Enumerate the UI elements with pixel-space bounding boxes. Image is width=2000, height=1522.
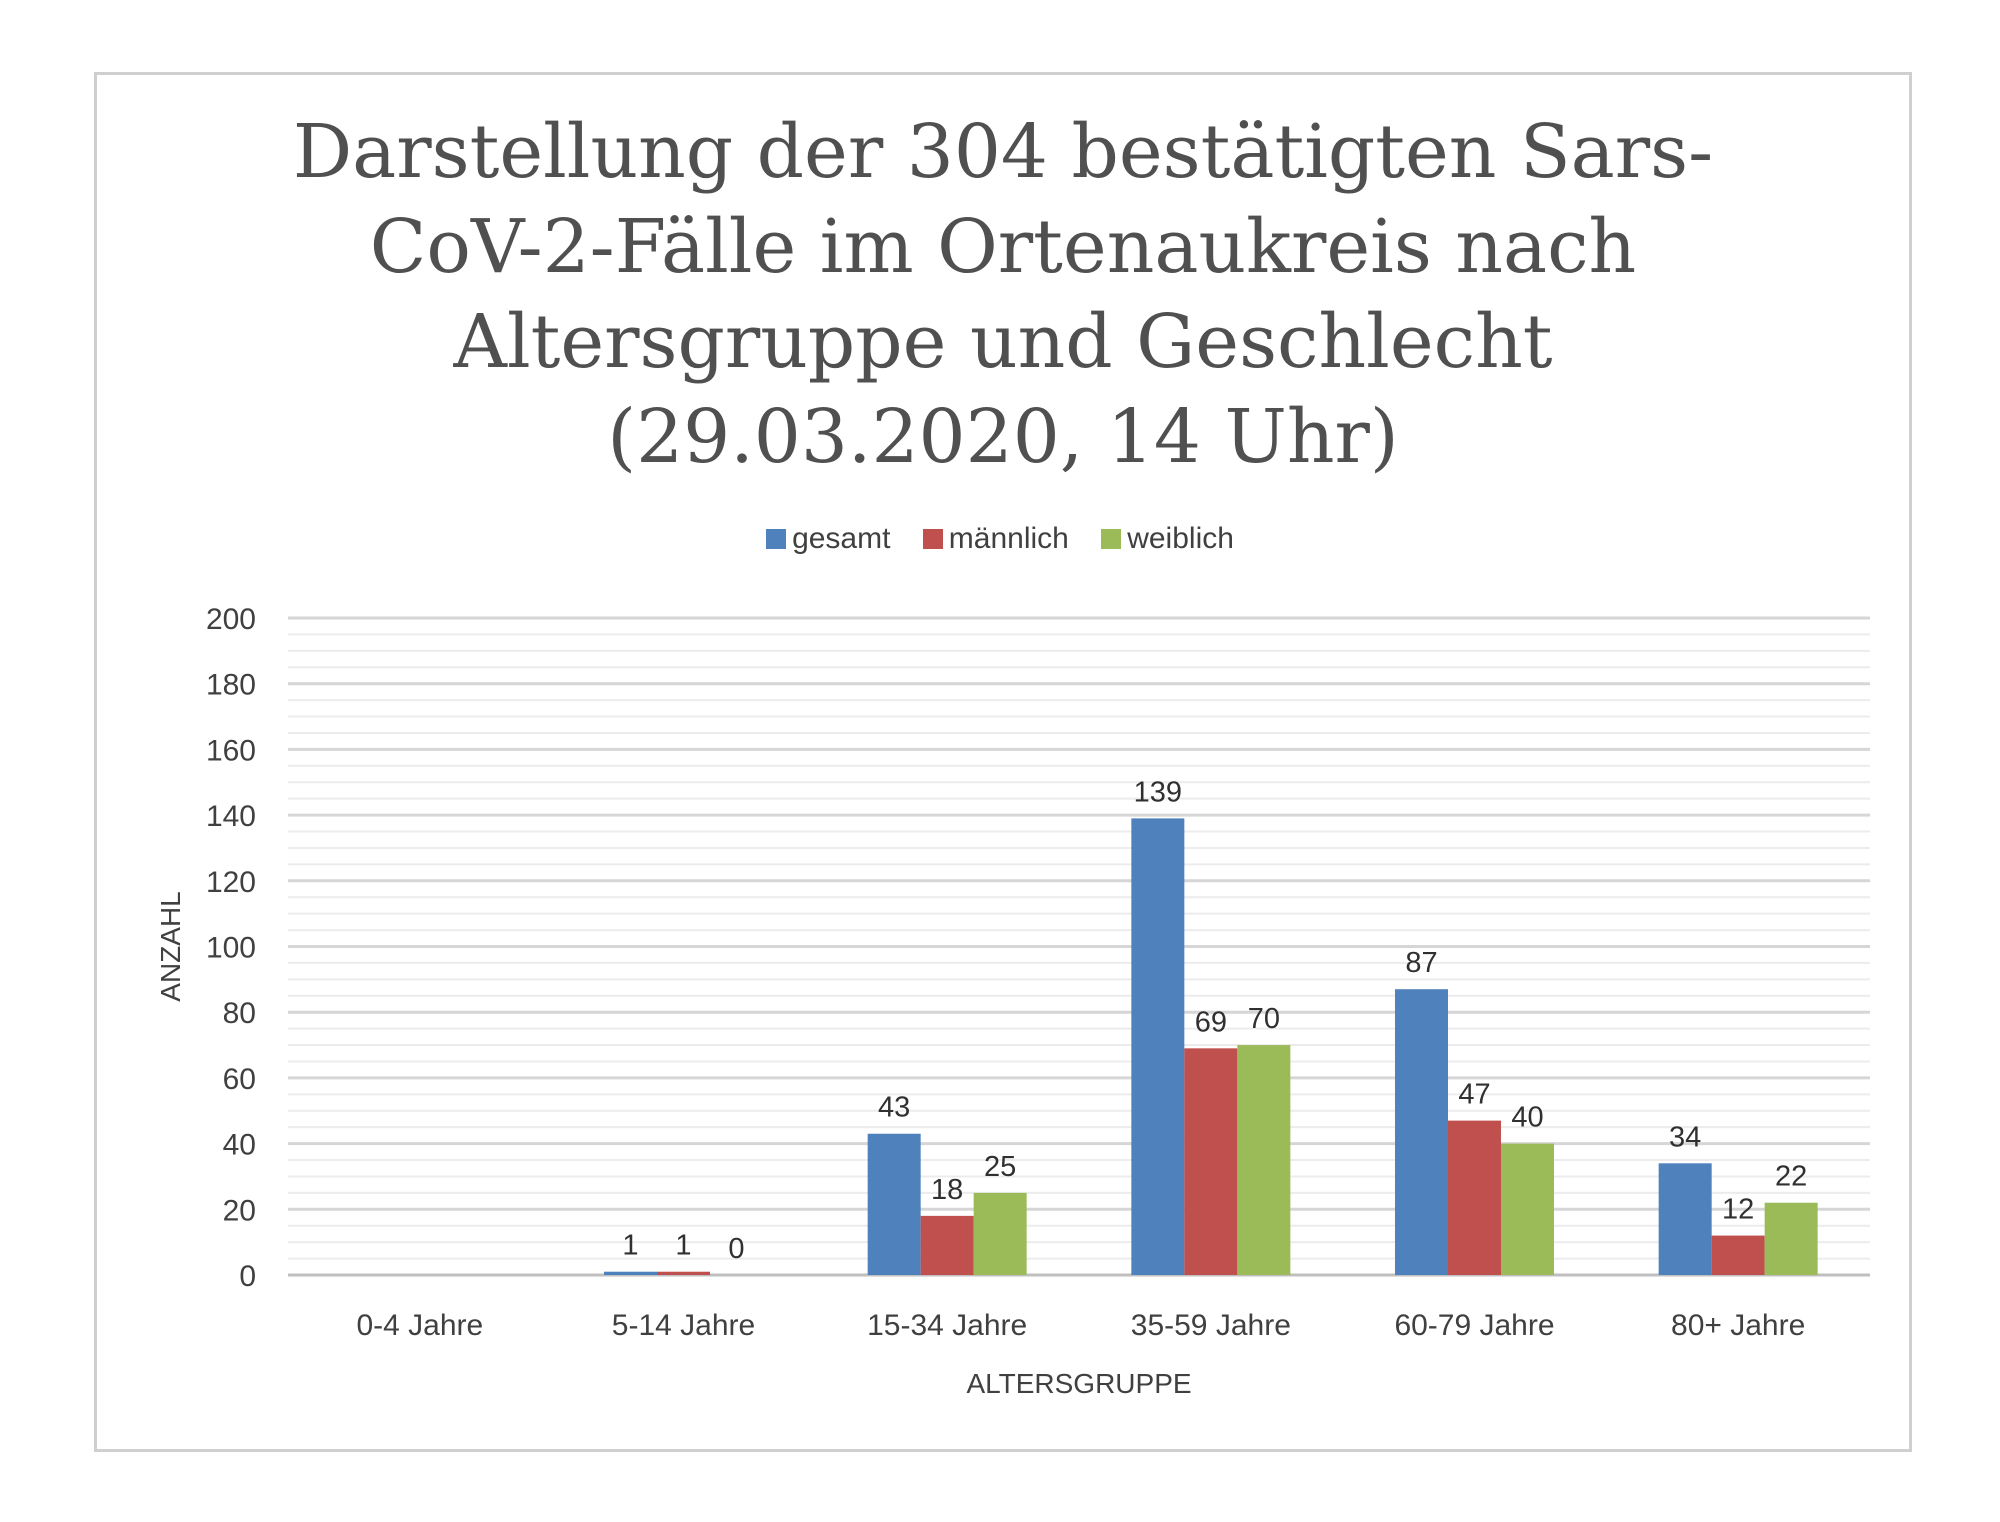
- bar-männlich-2: [920, 1215, 974, 1275]
- bar-gesamt-3: [1131, 818, 1185, 1275]
- data-label-männlich-3: 69: [1195, 1006, 1227, 1038]
- y-tick-label: 20: [223, 1194, 256, 1227]
- legend-entry-weiblich: weiblich: [1101, 522, 1234, 556]
- bar-weiblich-3: [1237, 1045, 1291, 1275]
- legend-entry-gesamt: gesamt: [766, 522, 890, 556]
- data-label-männlich-2: 18: [931, 1174, 963, 1206]
- y-tick-label: 80: [223, 997, 256, 1030]
- x-tick-label: 0-4 Jahre: [356, 1309, 483, 1342]
- legend-label-weiblich: weiblich: [1127, 522, 1234, 555]
- y-tick-label: 200: [206, 603, 256, 636]
- data-label-weiblich-1: 0: [728, 1233, 744, 1265]
- y-tick-label: 120: [206, 866, 256, 899]
- data-label-weiblich-2: 25: [984, 1151, 1016, 1183]
- data-label-männlich-4: 47: [1458, 1079, 1490, 1111]
- x-tick-label: 60-79 Jahre: [1394, 1309, 1554, 1342]
- x-tick-label: 80+ Jahre: [1671, 1309, 1805, 1342]
- y-tick-label: 100: [206, 932, 256, 965]
- chart-title-line-1: Darstellung der 304 bestätigten Sars-: [292, 109, 1714, 195]
- bar-weiblich-2: [973, 1192, 1027, 1275]
- data-label-gesamt-2: 43: [878, 1092, 910, 1124]
- chart-title-line-3: Altersgruppe und Geschlecht: [453, 299, 1553, 385]
- legend-swatch-weiblich: [1101, 529, 1122, 549]
- data-label-gesamt-5: 34: [1669, 1121, 1701, 1153]
- chart-title-line-2: CoV-2-Fälle im Ortenaukreis nach: [369, 204, 1637, 290]
- bar-gesamt-4: [1395, 989, 1448, 1275]
- y-tick-label: 140: [206, 800, 256, 833]
- bar-gesamt-1: [604, 1271, 657, 1275]
- chart-title-line-4: (29.03.2020, 14 Uhr): [607, 394, 1399, 480]
- bar-gesamt-2: [867, 1133, 921, 1275]
- y-axis-title: ANZAHL: [155, 891, 186, 1001]
- legend-entry-maennlich: männlich: [922, 522, 1069, 556]
- data-label-weiblich-3: 70: [1248, 1003, 1280, 1035]
- bar-gesamt-5: [1658, 1163, 1712, 1275]
- legend-swatch-maennlich: [922, 529, 943, 549]
- data-label-weiblich-4: 40: [1511, 1102, 1543, 1134]
- y-tick-label: 60: [223, 1063, 256, 1096]
- bar-weiblich-5: [1764, 1202, 1818, 1275]
- data-label-männlich-1: 1: [675, 1230, 691, 1262]
- data-label-gesamt-1: 1: [622, 1230, 638, 1262]
- x-tick-label: 15-34 Jahre: [867, 1309, 1027, 1342]
- data-label-gesamt-4: 87: [1405, 947, 1437, 979]
- bar-weiblich-4: [1501, 1143, 1554, 1275]
- x-tick-label: 5-14 Jahre: [612, 1309, 755, 1342]
- legend-swatch-gesamt: [766, 529, 787, 549]
- y-tick-label: 40: [223, 1129, 256, 1162]
- bar-männlich-4: [1448, 1120, 1501, 1275]
- legend-label-gesamt: gesamt: [792, 522, 891, 555]
- bar-männlich-1: [657, 1271, 710, 1275]
- x-tick-label: 35-59 Jahre: [1131, 1309, 1291, 1342]
- y-tick-label: 180: [206, 669, 256, 702]
- x-axis-title: ALTERSGRUPPE: [966, 1368, 1191, 1399]
- data-label-weiblich-5: 22: [1775, 1161, 1807, 1193]
- chart-title: Darstellung der 304 bestätigten Sars- Co…: [94, 105, 1912, 485]
- data-label-gesamt-3: 139: [1134, 776, 1182, 808]
- legend-label-maennlich: männlich: [948, 522, 1069, 555]
- bar-männlich-3: [1184, 1048, 1238, 1275]
- data-label-männlich-5: 12: [1722, 1194, 1754, 1226]
- y-tick-label: 0: [239, 1260, 256, 1293]
- chart-legend: gesamt männlich weiblich: [0, 522, 2000, 556]
- bar-männlich-5: [1711, 1235, 1765, 1275]
- y-tick-label: 160: [206, 734, 256, 767]
